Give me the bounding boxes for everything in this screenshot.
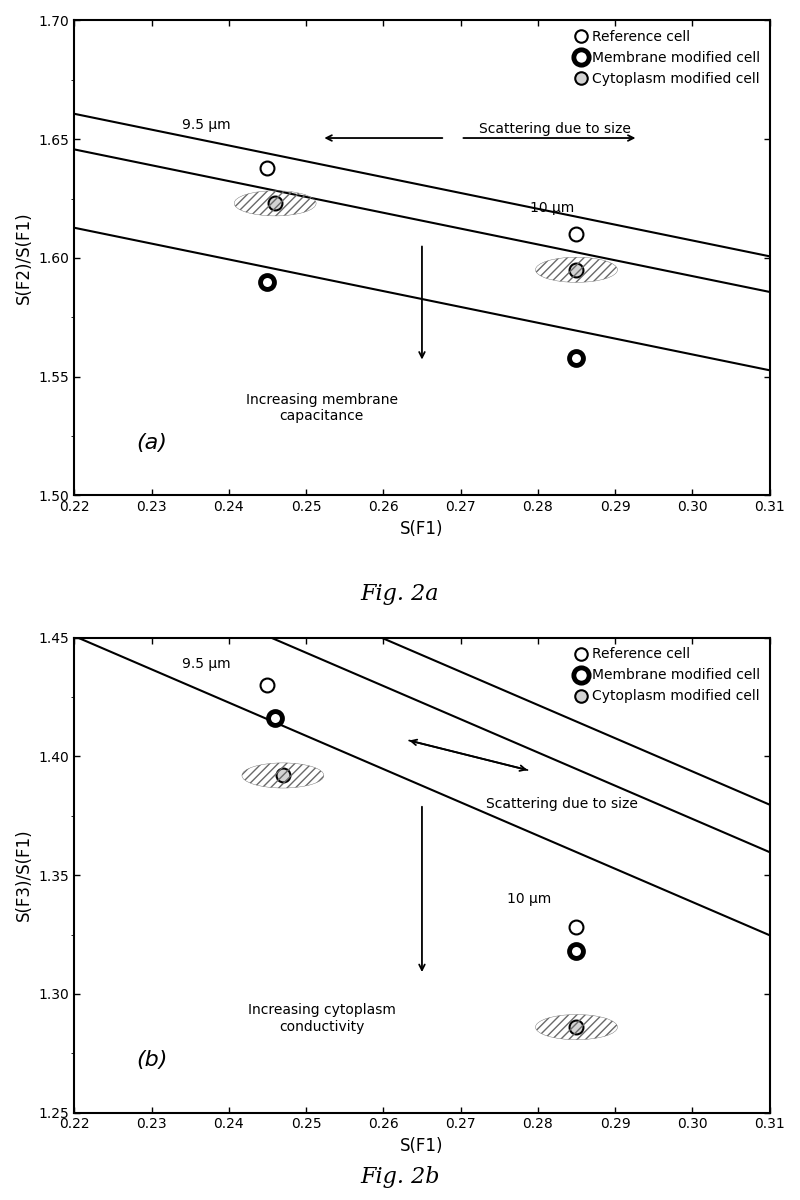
X-axis label: S(F1): S(F1) [400, 520, 444, 538]
Text: 10 μm: 10 μm [507, 892, 551, 906]
Legend: Reference cell, Membrane modified cell, Cytoplasm modified cell: Reference cell, Membrane modified cell, … [570, 25, 766, 91]
Legend: Reference cell, Membrane modified cell, Cytoplasm modified cell: Reference cell, Membrane modified cell, … [570, 642, 766, 709]
Point [570, 918, 583, 937]
Point [570, 260, 583, 280]
Text: 9.5 μm: 9.5 μm [182, 118, 231, 132]
X-axis label: S(F1): S(F1) [400, 1136, 444, 1154]
Point [261, 676, 274, 695]
Text: (b): (b) [136, 1050, 167, 1070]
Point [269, 193, 282, 212]
Point [570, 224, 583, 244]
Y-axis label: S(F2)/S(F1): S(F2)/S(F1) [15, 211, 33, 305]
Point [570, 348, 583, 367]
Text: (a): (a) [136, 432, 167, 452]
Point [269, 709, 282, 728]
Point [570, 942, 583, 961]
Text: Scattering due to size: Scattering due to size [478, 121, 630, 136]
Point [261, 272, 274, 292]
Point [277, 766, 290, 785]
Text: 9.5 μm: 9.5 μm [182, 658, 231, 671]
Text: 10 μm: 10 μm [530, 202, 574, 215]
Text: Increasing membrane
capacitance: Increasing membrane capacitance [246, 394, 398, 424]
Text: Scattering due to size: Scattering due to size [486, 797, 638, 811]
Text: Increasing cytoplasm
conductivity: Increasing cytoplasm conductivity [247, 1003, 395, 1033]
Y-axis label: S(F3)/S(F1): S(F3)/S(F1) [15, 829, 33, 922]
Point [261, 158, 274, 178]
Text: Fig. 2b: Fig. 2b [360, 1166, 440, 1188]
Point [570, 1018, 583, 1037]
Text: Fig. 2a: Fig. 2a [361, 583, 439, 605]
